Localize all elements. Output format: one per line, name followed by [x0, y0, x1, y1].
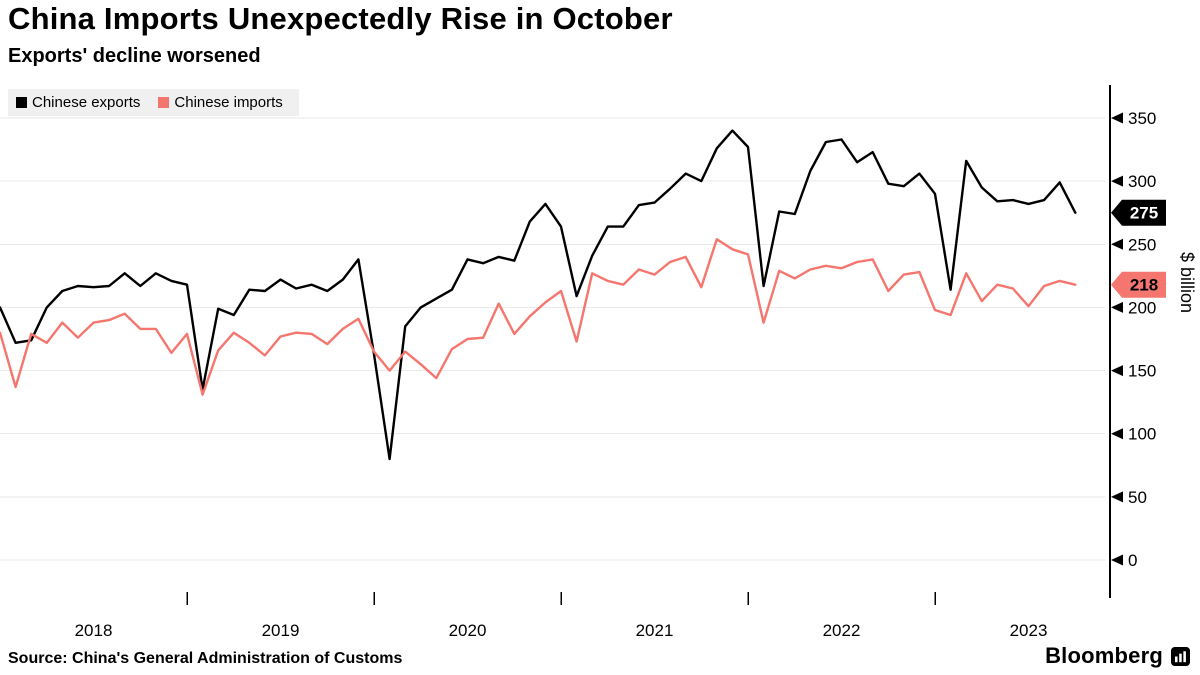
y-tick: [1111, 301, 1123, 313]
y-tick-label: 250: [1128, 235, 1156, 254]
chinese-exports-end-badge: 275: [1111, 199, 1166, 226]
end-badge-shape: [1111, 271, 1166, 298]
bloomberg-logo-icon: [1171, 646, 1190, 666]
source-credit: Source: China's General Administration o…: [8, 650, 403, 667]
x-tick-label: 2019: [262, 621, 300, 640]
x-tick-label: 2021: [636, 621, 674, 640]
chinese-imports-end-badge: 218: [1111, 271, 1166, 298]
end-badge-shape: [1111, 199, 1166, 226]
y-tick-label: 350: [1128, 109, 1156, 128]
page-subtitle: Exports' decline worsened: [8, 45, 261, 67]
y-axis-title: $ billion: [1177, 252, 1197, 314]
chart-canvas: 2018 2019 2020 2021 2022 2023 0 50 100 150 200 250 3…: [0, 85, 1166, 640]
brand-footer: Bloomberg: [1045, 643, 1190, 669]
y-tick-label: 50: [1128, 488, 1147, 507]
end-badge-value: 218: [1130, 276, 1158, 295]
y-tick: [1111, 175, 1123, 187]
x-tick-label: 2018: [75, 621, 113, 640]
chinese-exports-line: [0, 129, 1077, 461]
end-badge-value: 275: [1130, 204, 1158, 223]
legend-label: Chinese exports: [32, 94, 141, 111]
y-tick-label: 0: [1128, 551, 1137, 570]
y-tick-label: 150: [1128, 362, 1156, 381]
legend-item: Chinese imports: [158, 94, 283, 111]
y-tick: [1111, 554, 1123, 566]
page-title: China Imports Unexpectedly Rise in Octob…: [8, 1, 673, 36]
legend-item: Chinese exports: [16, 94, 140, 111]
y-tick: [1111, 428, 1123, 440]
chinese-imports-line: [0, 237, 1077, 396]
x-tick-label: 2022: [823, 621, 861, 640]
y-tick-label: 100: [1128, 425, 1156, 444]
y-tick: [1111, 238, 1123, 250]
y-tick: [1111, 491, 1123, 503]
legend: Chinese exports Chinese imports: [8, 89, 299, 116]
legend-label: Chinese imports: [174, 94, 283, 111]
x-tick-label: 2020: [449, 621, 487, 640]
legend-swatch: [16, 97, 27, 108]
y-tick: [1111, 112, 1123, 124]
bloomberg-wordmark: Bloomberg: [1045, 643, 1163, 668]
y-tick-label: 300: [1128, 172, 1156, 191]
x-tick-label: 2023: [1010, 621, 1048, 640]
legend-swatch: [158, 97, 170, 108]
y-tick-label: 200: [1128, 298, 1156, 317]
y-tick: [1111, 365, 1123, 377]
